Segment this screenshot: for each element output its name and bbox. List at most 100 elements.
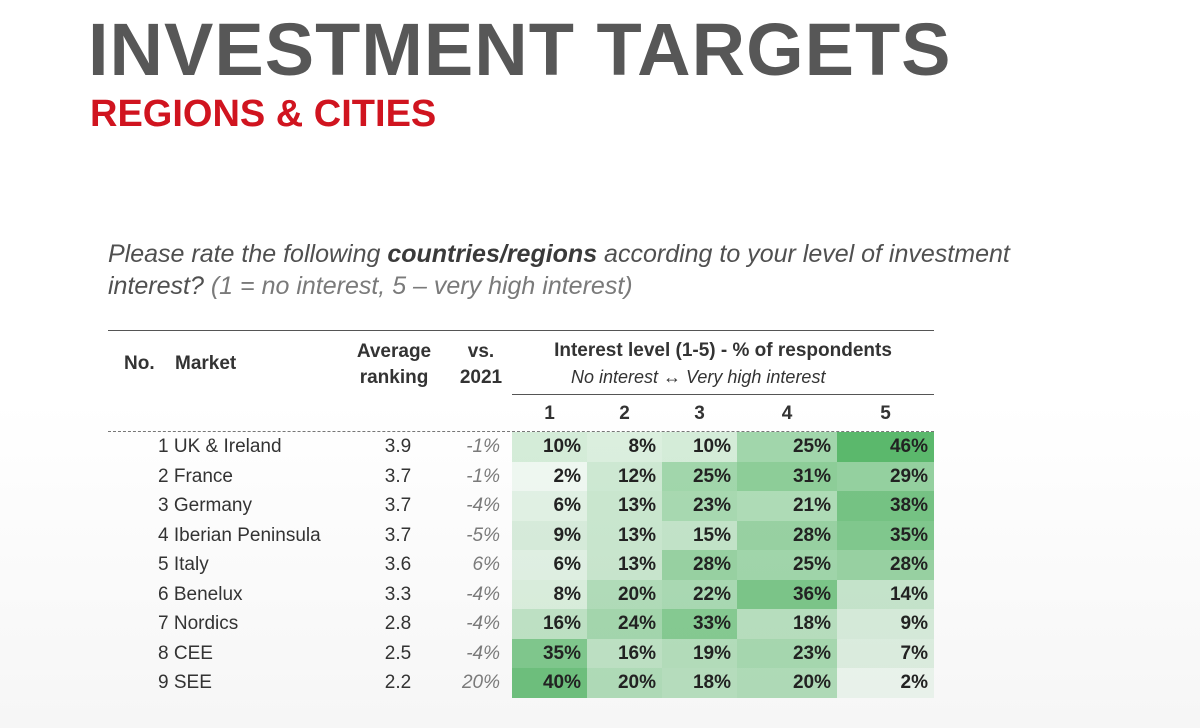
- interest-level-4-cell: 20%: [737, 668, 837, 698]
- average-ranking: 3.6: [384, 554, 412, 575]
- change-vs-2021: 6%: [472, 554, 500, 575]
- interest-level-5-cell: 9%: [837, 609, 934, 639]
- market-name: 4 Iberian Peninsula: [158, 524, 321, 546]
- table-row: 9 SEE 2.2 20% 40% 20% 18% 20% 2%: [108, 668, 934, 698]
- table-row: 4 Iberian Peninsula 3.7 -5% 9% 13% 15% 28% 35%: [108, 520, 934, 550]
- interest-level-3-cell: 19%: [662, 638, 737, 668]
- interest-level-3-cell: 10%: [662, 432, 737, 462]
- change-vs-2021: -5%: [466, 524, 500, 546]
- interest-level-5-cell: 46%: [837, 432, 934, 462]
- change-vs-2021: -4%: [466, 583, 500, 605]
- average-ranking: 2.2: [384, 672, 412, 693]
- level-4-header: 4: [781, 403, 793, 424]
- interest-level-4-cell: 25%: [737, 550, 837, 580]
- interest-level-4-cell: 21%: [737, 491, 837, 521]
- survey-question: Please rate the following countries/regi…: [108, 238, 1108, 302]
- change-vs-2021: -4%: [466, 642, 500, 664]
- interest-level-1-cell: 35%: [512, 638, 587, 668]
- interest-level-1-cell: 2%: [512, 461, 587, 491]
- interest-level-5-cell: 7%: [837, 638, 934, 668]
- average-ranking: 3.3: [384, 583, 412, 605]
- interest-level-2-cell: 13%: [587, 550, 662, 580]
- change-vs-2021: -1%: [466, 436, 500, 457]
- interest-level-3-cell: 15%: [662, 520, 737, 550]
- average-ranking: 2.5: [384, 642, 412, 664]
- interest-level-3-cell: 25%: [662, 461, 737, 491]
- interest-header-rule: [512, 394, 934, 395]
- header-interest-title: Interest level (1-5) - % of respondents: [554, 340, 892, 361]
- interest-level-3-cell: 23%: [662, 491, 737, 521]
- interest-level-5-cell: 14%: [837, 579, 934, 609]
- interest-level-2-cell: 13%: [587, 491, 662, 521]
- change-vs-2021: -1%: [466, 465, 500, 487]
- interest-level-4-cell: 18%: [737, 609, 837, 639]
- header-vs-line1: vs.: [467, 341, 495, 362]
- interest-level-1-cell: 9%: [512, 520, 587, 550]
- interest-level-2-cell: 13%: [587, 520, 662, 550]
- question-scale-note: (1 = no interest, 5 – very high interest…: [210, 272, 633, 300]
- interest-level-1-cell: 6%: [512, 491, 587, 521]
- interest-level-3-cell: 22%: [662, 579, 737, 609]
- header-average-line1: Average: [356, 341, 432, 362]
- average-ranking: 2.8: [384, 613, 412, 634]
- interest-level-2-cell: 8%: [587, 432, 662, 462]
- interest-level-2-cell: 12%: [587, 461, 662, 491]
- page-title: INVESTMENT TARGETS: [88, 8, 952, 91]
- level-2-header: 2: [619, 403, 630, 424]
- interest-level-5-cell: 2%: [837, 668, 934, 698]
- average-ranking: 3.9: [384, 436, 412, 457]
- interest-level-2-cell: 20%: [587, 668, 662, 698]
- interest-level-5-cell: 38%: [837, 491, 934, 521]
- table-row: 1 UK & Ireland 3.9 -1% 10% 8% 10% 25% 46%: [108, 432, 934, 462]
- average-ranking: 3.7: [384, 495, 412, 516]
- change-vs-2021: -4%: [466, 495, 500, 516]
- interest-level-5-cell: 29%: [837, 461, 934, 491]
- question-text-bold: countries/regions: [387, 240, 598, 268]
- change-vs-2021: -4%: [466, 613, 500, 634]
- header-market: Market: [175, 353, 237, 374]
- interest-level-1-cell: 16%: [512, 609, 587, 639]
- table-header-bottom-rule: [108, 431, 934, 432]
- interest-level-2-cell: 16%: [587, 638, 662, 668]
- interest-level-4-cell: 28%: [737, 520, 837, 550]
- table-row: 5 Italy 3.6 6% 6% 13% 28% 25% 28%: [108, 550, 934, 580]
- interest-level-2-cell: 24%: [587, 609, 662, 639]
- question-text-post: according to your level of investment in…: [108, 240, 1010, 300]
- table-row: 6 Benelux 3.3 -4% 8% 20% 22% 36% 14%: [108, 579, 934, 609]
- interest-level-1-cell: 8%: [512, 579, 587, 609]
- interest-level-4-cell: 23%: [737, 638, 837, 668]
- question-text-pre: Please rate the following: [108, 240, 388, 268]
- header-average-line2: ranking: [359, 367, 429, 388]
- interest-level-1-cell: 10%: [512, 432, 587, 462]
- header-no: No.: [124, 353, 155, 374]
- table-row: 8 CEE 2.5 -4% 35% 16% 19% 23% 7%: [108, 638, 934, 668]
- level-1-header: 1: [544, 403, 555, 424]
- market-name: 2 France: [158, 465, 233, 487]
- market-name: 7 Nordics: [158, 613, 239, 634]
- market-name: 5 Italy: [158, 554, 209, 575]
- market-name: 3 Germany: [158, 495, 252, 516]
- table-top-rule: [108, 330, 934, 331]
- interest-level-3-cell: 28%: [662, 550, 737, 580]
- interest-level-2-cell: 20%: [587, 579, 662, 609]
- header-vs-line2: 2021: [459, 367, 503, 388]
- interest-level-4-cell: 25%: [737, 432, 837, 462]
- level-5-header: 5: [880, 403, 891, 424]
- average-ranking: 3.7: [384, 524, 412, 546]
- level-3-header: 3: [694, 403, 705, 424]
- interest-level-5-cell: 28%: [837, 550, 934, 580]
- interest-level-1-cell: 40%: [512, 668, 587, 698]
- interest-level-1-cell: 6%: [512, 550, 587, 580]
- table-row: 2 France 3.7 -1% 2% 12% 25% 31% 29%: [108, 461, 934, 491]
- market-name: 8 CEE: [158, 642, 213, 664]
- market-name: 1 UK & Ireland: [158, 436, 282, 457]
- table-row: 7 Nordics 2.8 -4% 16% 24% 33% 18% 9%: [108, 609, 934, 639]
- interest-level-4-cell: 31%: [737, 461, 837, 491]
- market-name: 9 SEE: [158, 672, 212, 693]
- market-name: 6 Benelux: [158, 583, 243, 605]
- average-ranking: 3.7: [384, 465, 412, 487]
- interest-level-4-cell: 36%: [737, 579, 837, 609]
- change-vs-2021: 20%: [461, 672, 500, 693]
- interest-level-5-cell: 35%: [837, 520, 934, 550]
- header-interest-scale: No interest ↔ Very high interest: [571, 367, 826, 387]
